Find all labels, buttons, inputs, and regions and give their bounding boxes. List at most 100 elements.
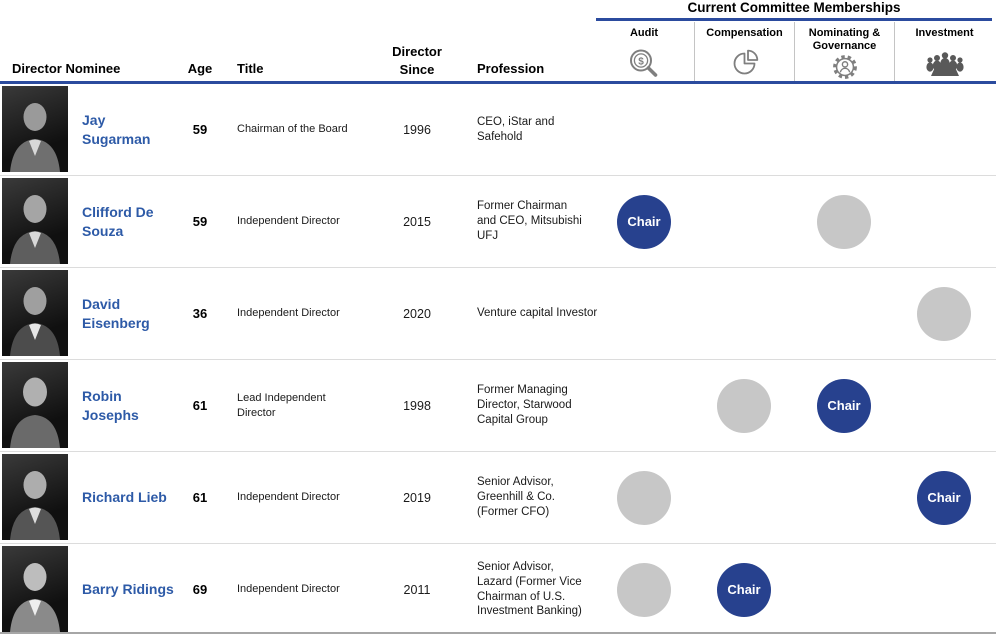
director-age: 61 [192,398,208,413]
membership-dot: Chair [917,470,971,525]
chair-badge: Chair [927,490,961,505]
table-body: Jay Sugarman 59 Chairman of the Board 19… [0,84,996,635]
audit-magnifier-dollar-icon: $ [627,47,661,79]
gear-person-icon [829,52,861,82]
director-photo [2,454,68,540]
director-title: Chairman of the Board [237,123,348,136]
committee-header-investment: Investment [894,22,994,81]
director-title: Independent Director [237,307,340,320]
table-bottom-rule [0,632,996,634]
membership-nominating: Chair [794,176,894,267]
director-title: Independent Director [237,491,340,504]
director-title: Independent Director [237,215,340,228]
table-row: David Eisenberg 36 Independent Director … [0,268,996,360]
membership-dot: Chair [817,378,871,433]
membership-investment: Chair [894,176,994,267]
director-name: Jay Sugarman [82,111,151,147]
committee-label: Investment [915,27,974,39]
director-since: 2020 [403,306,431,321]
membership-dot: Chair [917,286,971,341]
svg-text:$: $ [638,56,644,67]
director-since: 1998 [403,398,431,413]
membership-investment: Chair [894,452,994,543]
committee-header-audit: Audit $ [594,22,694,81]
director-profession: CEO, iStar and Safehold [477,115,555,143]
membership-audit: Chair [594,176,694,267]
membership-dot: Chair [717,562,771,617]
director-photo [2,270,68,356]
director-profession: Venture capital Investor [477,307,598,320]
header-rule [0,81,996,84]
director-age: 59 [192,214,208,229]
membership-nominating: Chair [794,268,894,359]
director-name: Richard Lieb [82,489,167,506]
director-age: 69 [192,582,208,597]
membership-compensation: Chair [694,452,794,543]
membership-investment: Chair [894,84,994,175]
membership-nominating: Chair [794,360,894,451]
membership-dot: Chair [617,194,671,249]
column-header-age: Age [187,61,213,76]
director-since: 1996 [403,122,431,137]
membership-audit: Chair [594,544,694,635]
membership-compensation: Chair [694,84,794,175]
column-header-title: Title [237,61,264,76]
committee-label: Nominating & Governance [808,27,881,52]
column-header-profession: Profession [477,61,545,76]
director-since: 2015 [403,214,431,229]
director-profession: Senior Advisor, Lazard (Former Vice Chai… [477,560,582,618]
director-age: 61 [192,490,208,505]
pie-chart-icon [729,47,761,79]
director-name: Clifford De Souza [82,203,154,239]
chair-badge: Chair [827,398,861,413]
director-profession: Former Chairman and CEO, Mitsubishi UFJ [477,200,582,242]
chair-badge: Chair [727,582,761,597]
director-profession: Senior Advisor, Greenhill & Co. (Former … [477,476,555,518]
membership-investment: Chair [894,360,994,451]
committee-label: Compensation [706,27,783,39]
director-name: David Eisenberg [82,295,150,331]
director-since: 2019 [403,490,431,505]
table-row: Clifford De Souza 59 Independent Directo… [0,176,996,268]
membership-nominating: Chair [794,84,894,175]
committee-header-nominating: Nominating & Governance [794,22,894,81]
column-header-nominee: Director Nominee [12,61,121,76]
table-row: Richard Lieb 61 Independent Director 201… [0,452,996,544]
column-header-since: Director Since [392,44,442,77]
membership-dot: Chair [717,378,771,433]
director-photo [2,546,68,632]
director-age: 59 [192,122,208,137]
boardroom-people-icon [924,49,966,79]
director-title: Lead Independent Director [237,391,326,419]
chair-badge: Chair [627,214,661,229]
director-profession: Former Managing Director, Starwood Capit… [477,384,572,426]
director-photo [2,178,68,264]
membership-dot: Chair [817,194,871,249]
director-photo [2,362,68,448]
membership-nominating: Chair [794,544,894,635]
membership-compensation: Chair [694,268,794,359]
director-age: 36 [192,306,208,321]
committee-header-compensation: Compensation [694,22,794,81]
membership-audit: Chair [594,452,694,543]
membership-dot: Chair [617,562,671,617]
director-name: Barry Ridings [82,581,174,598]
director-since: 2011 [403,582,431,597]
committee-label: Audit [629,27,659,39]
membership-nominating: Chair [794,452,894,543]
membership-dot: Chair [617,470,671,525]
membership-compensation: Chair [694,544,794,635]
director-title: Independent Director [237,583,340,596]
membership-audit: Chair [594,84,694,175]
table-row: Barry Ridings 69 Independent Director 20… [0,544,996,635]
table-row: Jay Sugarman 59 Chairman of the Board 19… [0,84,996,176]
membership-audit: Chair [594,268,694,359]
membership-audit: Chair [594,360,694,451]
membership-investment: Chair [894,544,994,635]
committee-top-rule [596,18,992,21]
committee-memberships-title: Current Committee Memberships [687,0,901,15]
table-row: Robin Josephs 61 Lead Independent Direct… [0,360,996,452]
membership-investment: Chair [894,268,994,359]
director-photo [2,86,68,172]
